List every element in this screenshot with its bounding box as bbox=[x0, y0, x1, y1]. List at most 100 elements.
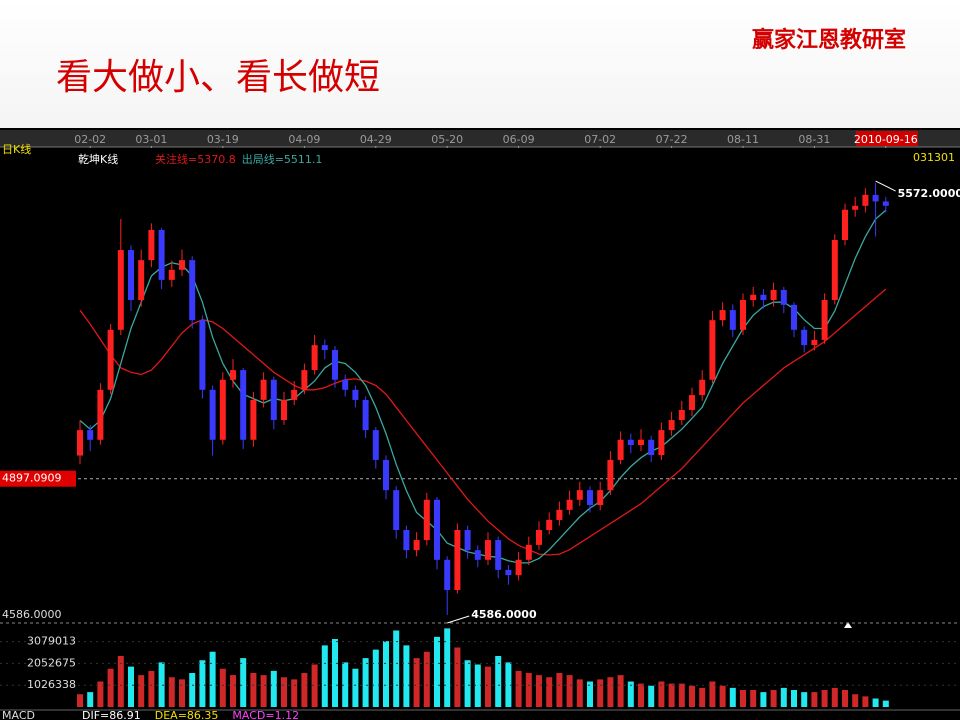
volume-bar bbox=[219, 668, 226, 707]
macd-label: MACD=1.12 bbox=[232, 709, 299, 720]
candle-body bbox=[77, 430, 83, 456]
candle-body bbox=[638, 439, 644, 446]
candle-body bbox=[699, 379, 706, 396]
volume-bar bbox=[128, 666, 134, 707]
price-box bbox=[0, 470, 76, 487]
volume-bar bbox=[678, 683, 685, 707]
volume-bar bbox=[230, 675, 236, 707]
y-tick-label: 4586.0000 bbox=[2, 608, 62, 621]
candle-body bbox=[158, 229, 165, 280]
candle-body bbox=[117, 250, 124, 330]
volume-bar bbox=[862, 696, 869, 707]
volume-bar bbox=[699, 687, 706, 707]
candle-body bbox=[566, 499, 573, 510]
candle-body bbox=[719, 310, 726, 321]
x-tick-label: 04-09 bbox=[288, 133, 320, 146]
candle-body bbox=[821, 300, 828, 340]
candle-body bbox=[372, 430, 379, 460]
volume-bar bbox=[587, 681, 593, 707]
candle-body bbox=[872, 194, 879, 202]
x-tick-label: 07-22 bbox=[656, 133, 688, 146]
candle-body bbox=[689, 395, 695, 410]
volume-bar bbox=[729, 687, 736, 707]
volume-bar bbox=[383, 641, 389, 707]
candle-body bbox=[342, 379, 349, 390]
candle-body bbox=[709, 320, 716, 380]
volume-bar bbox=[321, 645, 328, 707]
candle-body bbox=[434, 499, 440, 560]
volume-bar bbox=[872, 698, 879, 707]
current-date-box bbox=[855, 131, 918, 146]
volume-tick-label: 3079013 bbox=[27, 635, 76, 648]
candle-body bbox=[842, 209, 848, 240]
volume-bar bbox=[301, 673, 308, 707]
volume-bar bbox=[107, 668, 114, 707]
candle-body bbox=[311, 345, 318, 371]
slide-title: 看大做小、看长做短 bbox=[56, 57, 381, 98]
volume-bar bbox=[372, 649, 379, 707]
volume-bar bbox=[607, 677, 614, 707]
candle-body bbox=[801, 329, 808, 346]
volume-bar bbox=[250, 673, 257, 707]
volume-bar bbox=[158, 662, 165, 707]
volume-bar bbox=[352, 668, 359, 707]
candle-body bbox=[107, 329, 114, 390]
volume-bar bbox=[668, 683, 675, 707]
candle-body bbox=[546, 519, 553, 531]
brand: 赢家江恩教研室 bbox=[752, 28, 907, 53]
candle-body bbox=[148, 229, 155, 261]
volume-bar bbox=[515, 670, 522, 707]
volume-bar bbox=[770, 690, 777, 707]
candle-body bbox=[811, 339, 818, 346]
volume-bar bbox=[566, 675, 573, 707]
candle-body bbox=[556, 509, 563, 520]
volume-bar bbox=[750, 690, 757, 707]
volume-bar bbox=[403, 645, 410, 707]
volume-bar bbox=[77, 694, 83, 707]
volume-bar bbox=[811, 692, 818, 707]
volume-bar bbox=[627, 681, 634, 707]
macd-label: DIF=86.91 bbox=[82, 709, 141, 720]
candle-body bbox=[536, 530, 542, 545]
volume-bar bbox=[485, 666, 491, 707]
volume-bar bbox=[536, 675, 542, 707]
volume-bar bbox=[393, 630, 400, 707]
volume-bar bbox=[332, 639, 338, 707]
volume-bar bbox=[168, 677, 175, 707]
candle-body bbox=[750, 294, 757, 301]
volume-bar bbox=[117, 656, 124, 707]
candle-body bbox=[882, 201, 889, 206]
candle-body bbox=[87, 430, 94, 440]
x-tick-label: 03-19 bbox=[207, 133, 239, 146]
candle-body bbox=[281, 399, 287, 421]
candle-body bbox=[138, 260, 145, 301]
legend-entry: 关注线=5370.8 bbox=[155, 152, 236, 166]
volume-bar bbox=[831, 687, 838, 707]
candle-body bbox=[617, 439, 624, 460]
slide-header: 看大做小、看长做短 赢家江恩教研室 bbox=[0, 0, 960, 128]
ma-line bbox=[79, 209, 887, 564]
candle-body bbox=[219, 379, 226, 440]
volume-bar bbox=[648, 685, 655, 707]
volume-bar bbox=[576, 679, 583, 707]
volume-tick-label: 2052675 bbox=[27, 656, 76, 669]
candle-body bbox=[485, 540, 491, 560]
candle-body bbox=[474, 550, 481, 560]
candle-body bbox=[607, 459, 614, 491]
candle-body bbox=[852, 205, 859, 210]
candle-body bbox=[454, 530, 461, 591]
annotation-line bbox=[875, 180, 896, 192]
panel-label: 日K线 bbox=[2, 142, 31, 156]
candle-body bbox=[668, 420, 675, 431]
volume-bar bbox=[311, 664, 318, 707]
candle-body bbox=[525, 544, 532, 560]
candle-body bbox=[352, 389, 359, 400]
volume-bar bbox=[454, 647, 461, 707]
volume-bar bbox=[658, 681, 665, 707]
candle-body bbox=[515, 559, 522, 576]
candle-body bbox=[770, 289, 777, 301]
x-tick-label: 04-29 bbox=[360, 133, 392, 146]
candle-body bbox=[780, 289, 787, 305]
candle-body bbox=[291, 389, 298, 400]
volume-bar bbox=[444, 628, 451, 707]
